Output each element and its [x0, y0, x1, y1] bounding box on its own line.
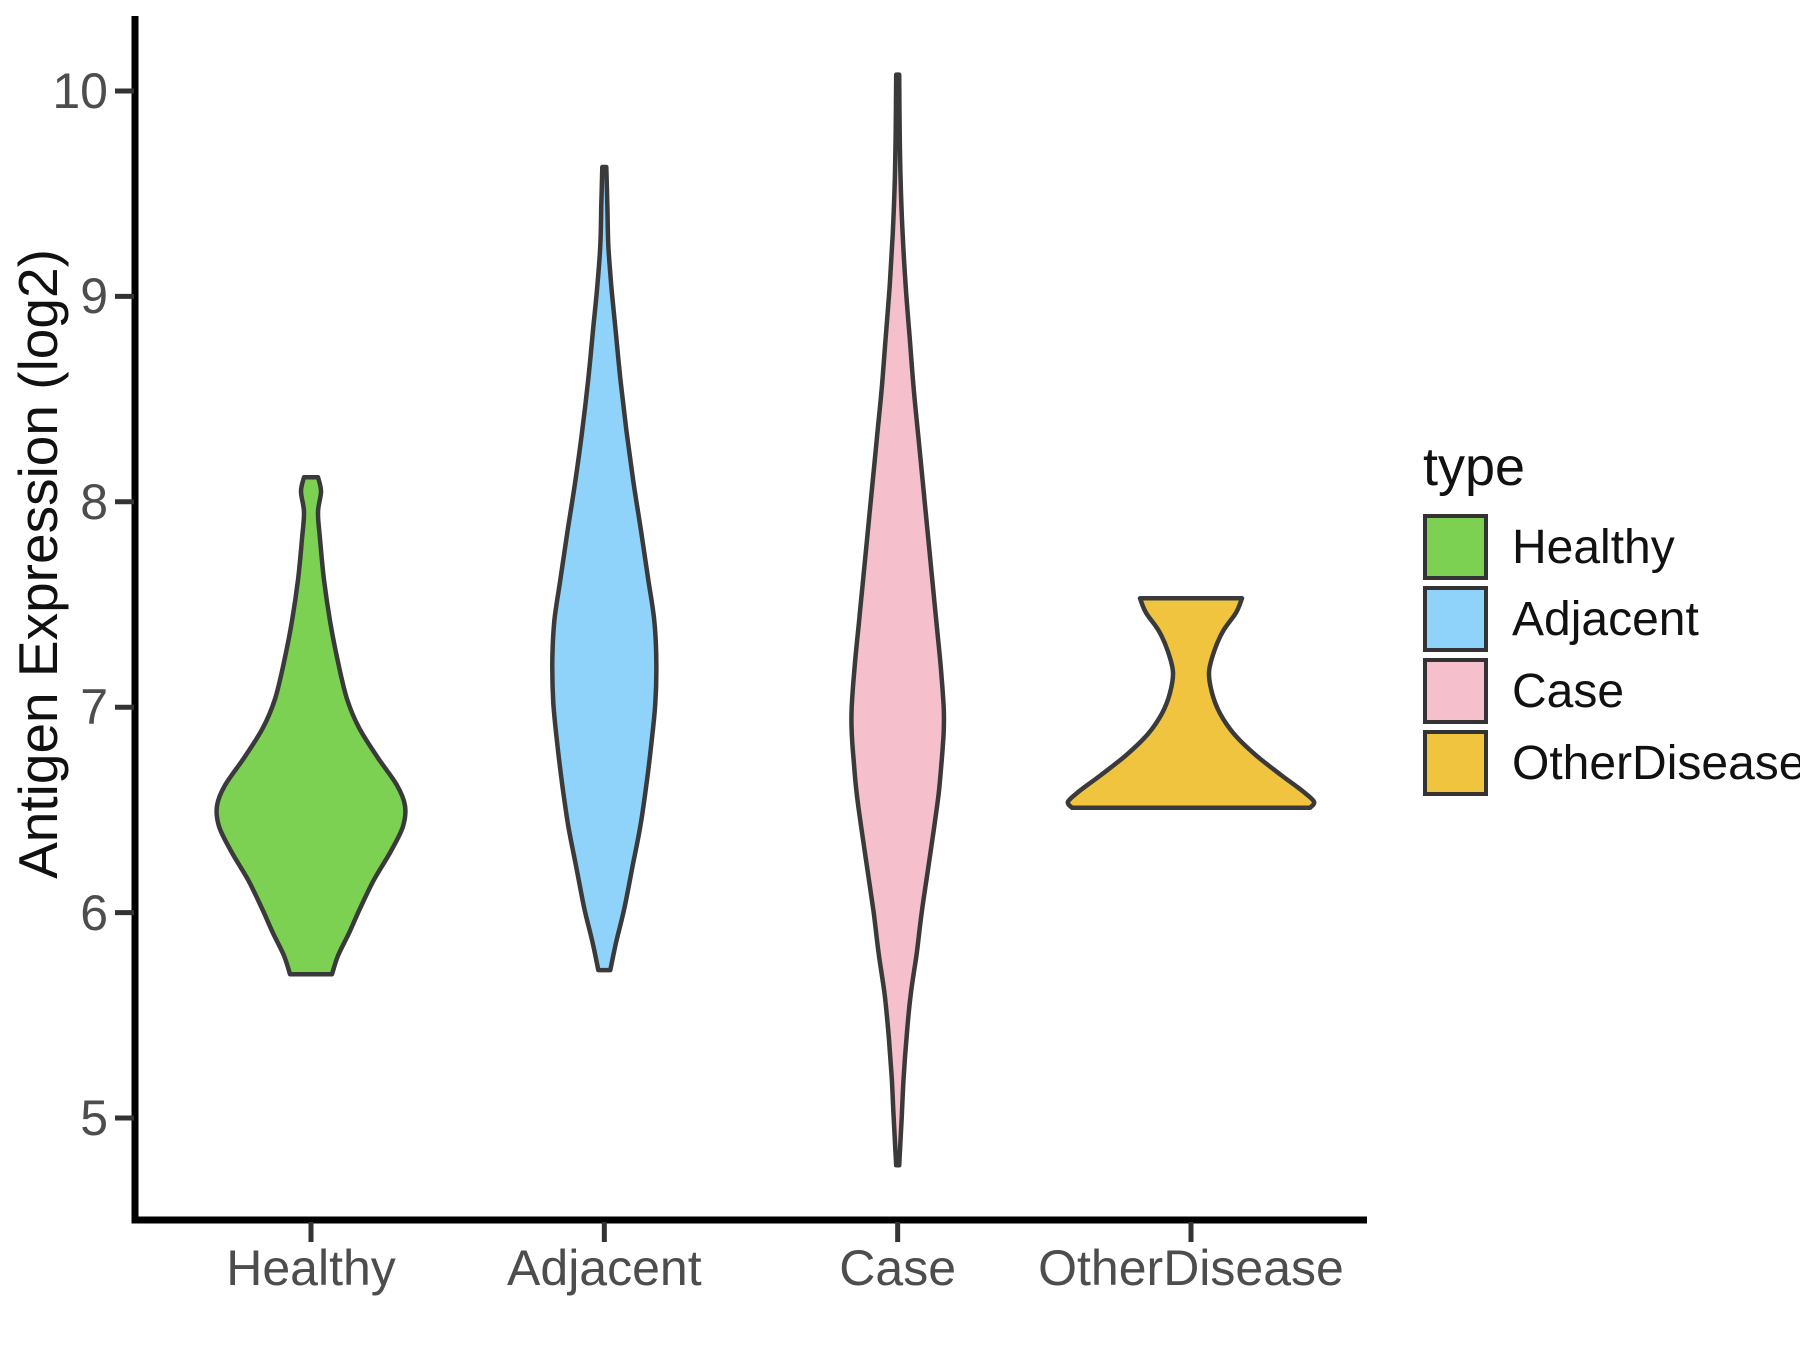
legend-swatch-healthy — [1423, 514, 1488, 580]
violin-case — [849, 72, 947, 1168]
y-tick-label-10: 10 — [52, 63, 108, 119]
x-category-label-healthy: Healthy — [226, 1240, 396, 1296]
legend-item-otherdisease: OtherDisease — [1423, 730, 1800, 796]
legend-label: Healthy — [1512, 520, 1675, 574]
legend-items: Healthy Adjacent Case OtherDisease — [1423, 514, 1800, 796]
violin-healthy — [214, 474, 408, 977]
legend-swatch-case — [1423, 658, 1488, 724]
legend: type Healthy Adjacent Case OtherDisease — [1423, 438, 1800, 796]
legend-swatch-otherdisease — [1423, 730, 1488, 796]
y-tick-label-6: 6 — [80, 884, 108, 941]
legend-item-case: Case — [1423, 658, 1800, 724]
legend-swatch-adjacent — [1423, 586, 1488, 652]
x-category-label-adjacent: Adjacent — [507, 1240, 702, 1296]
legend-title: type — [1423, 437, 1526, 497]
legend-label: Case — [1512, 664, 1625, 718]
legend-item-adjacent: Adjacent — [1423, 586, 1800, 652]
violin-otherdisease — [1065, 596, 1317, 811]
y-tick-label-5: 5 — [80, 1090, 108, 1146]
violin-adjacent — [550, 164, 659, 973]
legend-item-healthy: Healthy — [1423, 514, 1800, 580]
x-category-label-case: Case — [839, 1240, 957, 1296]
y-tick-label-8: 8 — [80, 473, 108, 530]
y-tick-label-9: 9 — [80, 268, 108, 325]
y-tick-label-7: 7 — [80, 679, 108, 736]
x-category-label-otherdisease: OtherDisease — [1038, 1240, 1344, 1296]
legend-label: OtherDisease — [1512, 736, 1800, 790]
legend-label: Adjacent — [1512, 592, 1699, 646]
